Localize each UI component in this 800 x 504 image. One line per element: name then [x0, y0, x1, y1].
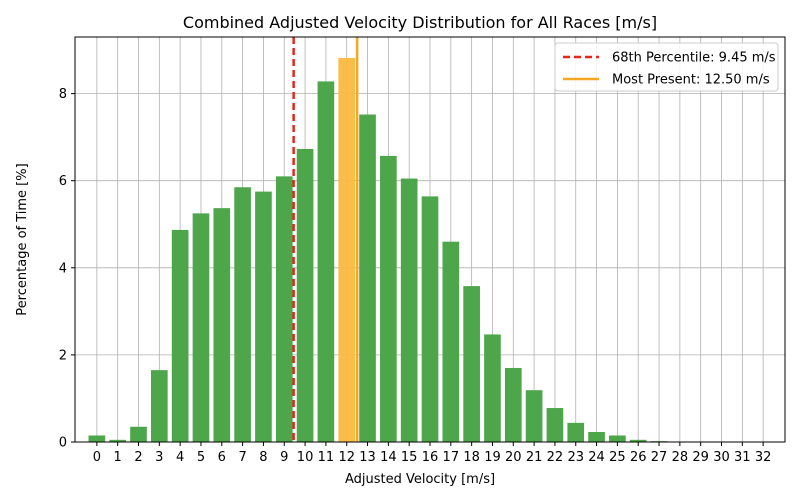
x-tick-label: 22	[547, 450, 564, 465]
bar	[547, 408, 564, 442]
x-tick-label: 16	[422, 450, 439, 465]
bar	[234, 187, 251, 442]
bar	[151, 370, 168, 442]
bar	[380, 156, 397, 442]
x-tick-label: 17	[443, 450, 460, 465]
y-axis-label: Percentage of Time [%]	[15, 163, 30, 315]
y-tick-label: 6	[59, 174, 67, 189]
x-tick-label: 3	[155, 450, 163, 465]
bar	[276, 176, 293, 442]
bar	[526, 390, 543, 442]
bar	[401, 179, 418, 442]
x-tick-label: 20	[505, 450, 522, 465]
x-tick-label: 31	[734, 450, 751, 465]
y-tick-label: 2	[59, 348, 67, 363]
bar	[213, 208, 230, 442]
x-axis-label: Adjusted Velocity [m/s]	[345, 472, 495, 487]
bar	[588, 432, 605, 442]
bar	[338, 58, 355, 442]
x-tick-label: 18	[463, 450, 480, 465]
x-tick-label: 8	[259, 450, 267, 465]
bar	[484, 334, 501, 442]
legend: 68th Percentile: 9.45 m/s Most Present: …	[555, 43, 778, 91]
legend-label-most-present: Most Present: 12.50 m/s	[612, 73, 770, 88]
x-tick-label: 32	[755, 450, 772, 465]
chart-title: Combined Adjusted Velocity Distribution …	[183, 13, 657, 32]
bar	[442, 242, 459, 442]
x-tick-label: 11	[318, 450, 335, 465]
y-tick-label: 4	[59, 261, 67, 276]
bar	[130, 427, 147, 442]
x-tick-label: 2	[134, 450, 142, 465]
x-tick-label: 15	[401, 450, 418, 465]
bar	[422, 196, 439, 442]
y-ticks: 0 2 4 6 8	[59, 87, 75, 450]
bar	[172, 230, 189, 442]
bar	[567, 423, 584, 442]
x-tick-label: 12	[338, 450, 355, 465]
bar	[505, 368, 522, 442]
x-tick-label: 4	[176, 450, 184, 465]
bar	[297, 149, 314, 442]
x-tick-label: 14	[380, 450, 397, 465]
legend-label-68th-percentile: 68th Percentile: 9.45 m/s	[612, 51, 776, 66]
x-tick-label: 29	[692, 450, 709, 465]
x-tick-label: 27	[651, 450, 668, 465]
bar	[463, 286, 480, 442]
x-tick-label: 24	[588, 450, 605, 465]
x-tick-label: 7	[238, 450, 246, 465]
y-tick-label: 8	[59, 87, 67, 102]
bar	[359, 115, 376, 442]
y-tick-label: 0	[59, 436, 67, 451]
bar	[609, 435, 626, 442]
x-tick-label: 10	[297, 450, 314, 465]
x-tick-label: 1	[114, 450, 122, 465]
x-tick-label: 30	[713, 450, 730, 465]
x-tick-label: 28	[672, 450, 689, 465]
x-tick-label: 23	[567, 450, 584, 465]
bar	[255, 192, 272, 442]
x-tick-label: 6	[218, 450, 226, 465]
x-tick-label: 9	[280, 450, 288, 465]
x-tick-label: 0	[93, 450, 101, 465]
x-tick-label: 19	[484, 450, 501, 465]
bar	[89, 435, 106, 442]
x-tick-label: 25	[609, 450, 626, 465]
x-tick-label: 26	[630, 450, 647, 465]
bar	[318, 81, 335, 442]
x-tick-label: 13	[359, 450, 376, 465]
x-tick-label: 21	[526, 450, 543, 465]
x-tick-label: 5	[197, 450, 205, 465]
bar	[193, 213, 210, 442]
